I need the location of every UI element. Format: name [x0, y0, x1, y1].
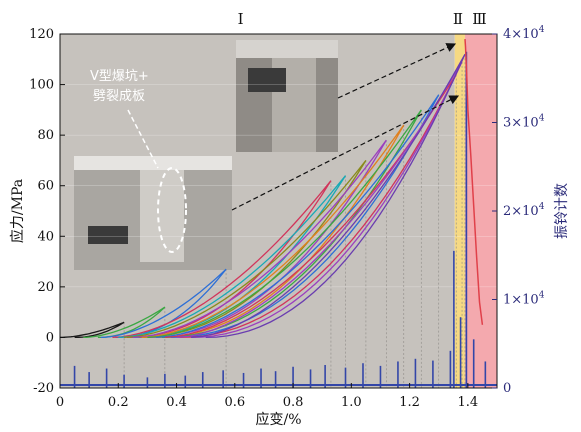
- photo-top-specimen: [272, 40, 316, 152]
- specimen-photo-top: [236, 40, 338, 152]
- loading-cycle-curve-8: [141, 124, 405, 339]
- y-right-tick-label-3: 2×104: [503, 202, 545, 219]
- x-tick-label-3: 0.4: [166, 395, 187, 410]
- stage-label-1: Ⅰ: [238, 10, 244, 28]
- y-right-tick-label-4: 3×104: [503, 114, 545, 131]
- stage-label-3: Ⅲ: [472, 10, 486, 28]
- x-tick-label-2: 0.2: [108, 395, 129, 410]
- annotation-line-1: V型爆坑+: [90, 69, 149, 84]
- photo-failure-platen: [74, 156, 232, 170]
- v-pit-ellipse: [157, 167, 187, 253]
- x-tick-label-7: 1.2: [399, 395, 420, 410]
- pointer-arrow-peak: [337, 43, 457, 99]
- loading-cycle-curve-13: [191, 53, 466, 339]
- stage-region-2: [454, 34, 465, 388]
- photo-top-platen: [236, 40, 338, 58]
- specimen-photo-failure: [74, 156, 232, 270]
- annotation-arrow: [127, 109, 159, 169]
- pointer-arrow-failure: [231, 95, 460, 211]
- y-tick-label-4: 40: [37, 229, 54, 244]
- x-tick-label-5: 0.8: [283, 395, 304, 410]
- x-axis-title: 应变/%: [255, 411, 301, 428]
- x-tick-label-6: 1.0: [341, 395, 362, 410]
- loading-cycle-curve-9: [147, 109, 422, 339]
- y-right-tick-label-1: 0: [503, 381, 511, 396]
- y-tick-label-5: 60: [37, 179, 54, 194]
- y-right-axis-title: 振铃计数: [554, 183, 570, 239]
- annotation-line-2: 劈裂成板: [93, 88, 145, 104]
- x-tick-label-1: 0: [56, 395, 64, 410]
- photo-top-gauge: [248, 68, 286, 92]
- x-tick-label-4: 0.6: [224, 395, 245, 410]
- photo-failure-specimen: [140, 170, 184, 262]
- y-axis-title: 应力/MPa: [9, 179, 26, 243]
- loading-cycle-curve-6: [124, 159, 367, 339]
- y-tick-label-7: 100: [29, 78, 54, 93]
- photo-failure-gauge: [88, 226, 128, 244]
- loading-cycle-curve-3: [100, 268, 227, 339]
- loading-cycle-curve-5: [118, 175, 347, 339]
- loading-cycle-curve-4: [112, 180, 332, 339]
- y-tick-label-1: -20: [33, 381, 54, 396]
- stage-region-3: [464, 34, 497, 388]
- x-tick-label-8: 1.4: [458, 395, 479, 410]
- y-tick-label-8: 120: [29, 27, 54, 42]
- loading-cycle-curve-10: [156, 94, 440, 339]
- failure-curve: [464, 39, 484, 325]
- loading-cycle-curve-7: [132, 139, 387, 339]
- y-right-tick-label-2: 1×104: [503, 291, 545, 308]
- loading-cycle-curve-1: [60, 321, 125, 339]
- y-tick-label-6: 80: [37, 128, 54, 143]
- y-tick-label-3: 20: [37, 280, 54, 295]
- y-right-tick-label-5: 4×104: [503, 25, 545, 42]
- y-tick-label-2: 0: [46, 330, 54, 345]
- stage-label-2: Ⅱ: [453, 10, 463, 28]
